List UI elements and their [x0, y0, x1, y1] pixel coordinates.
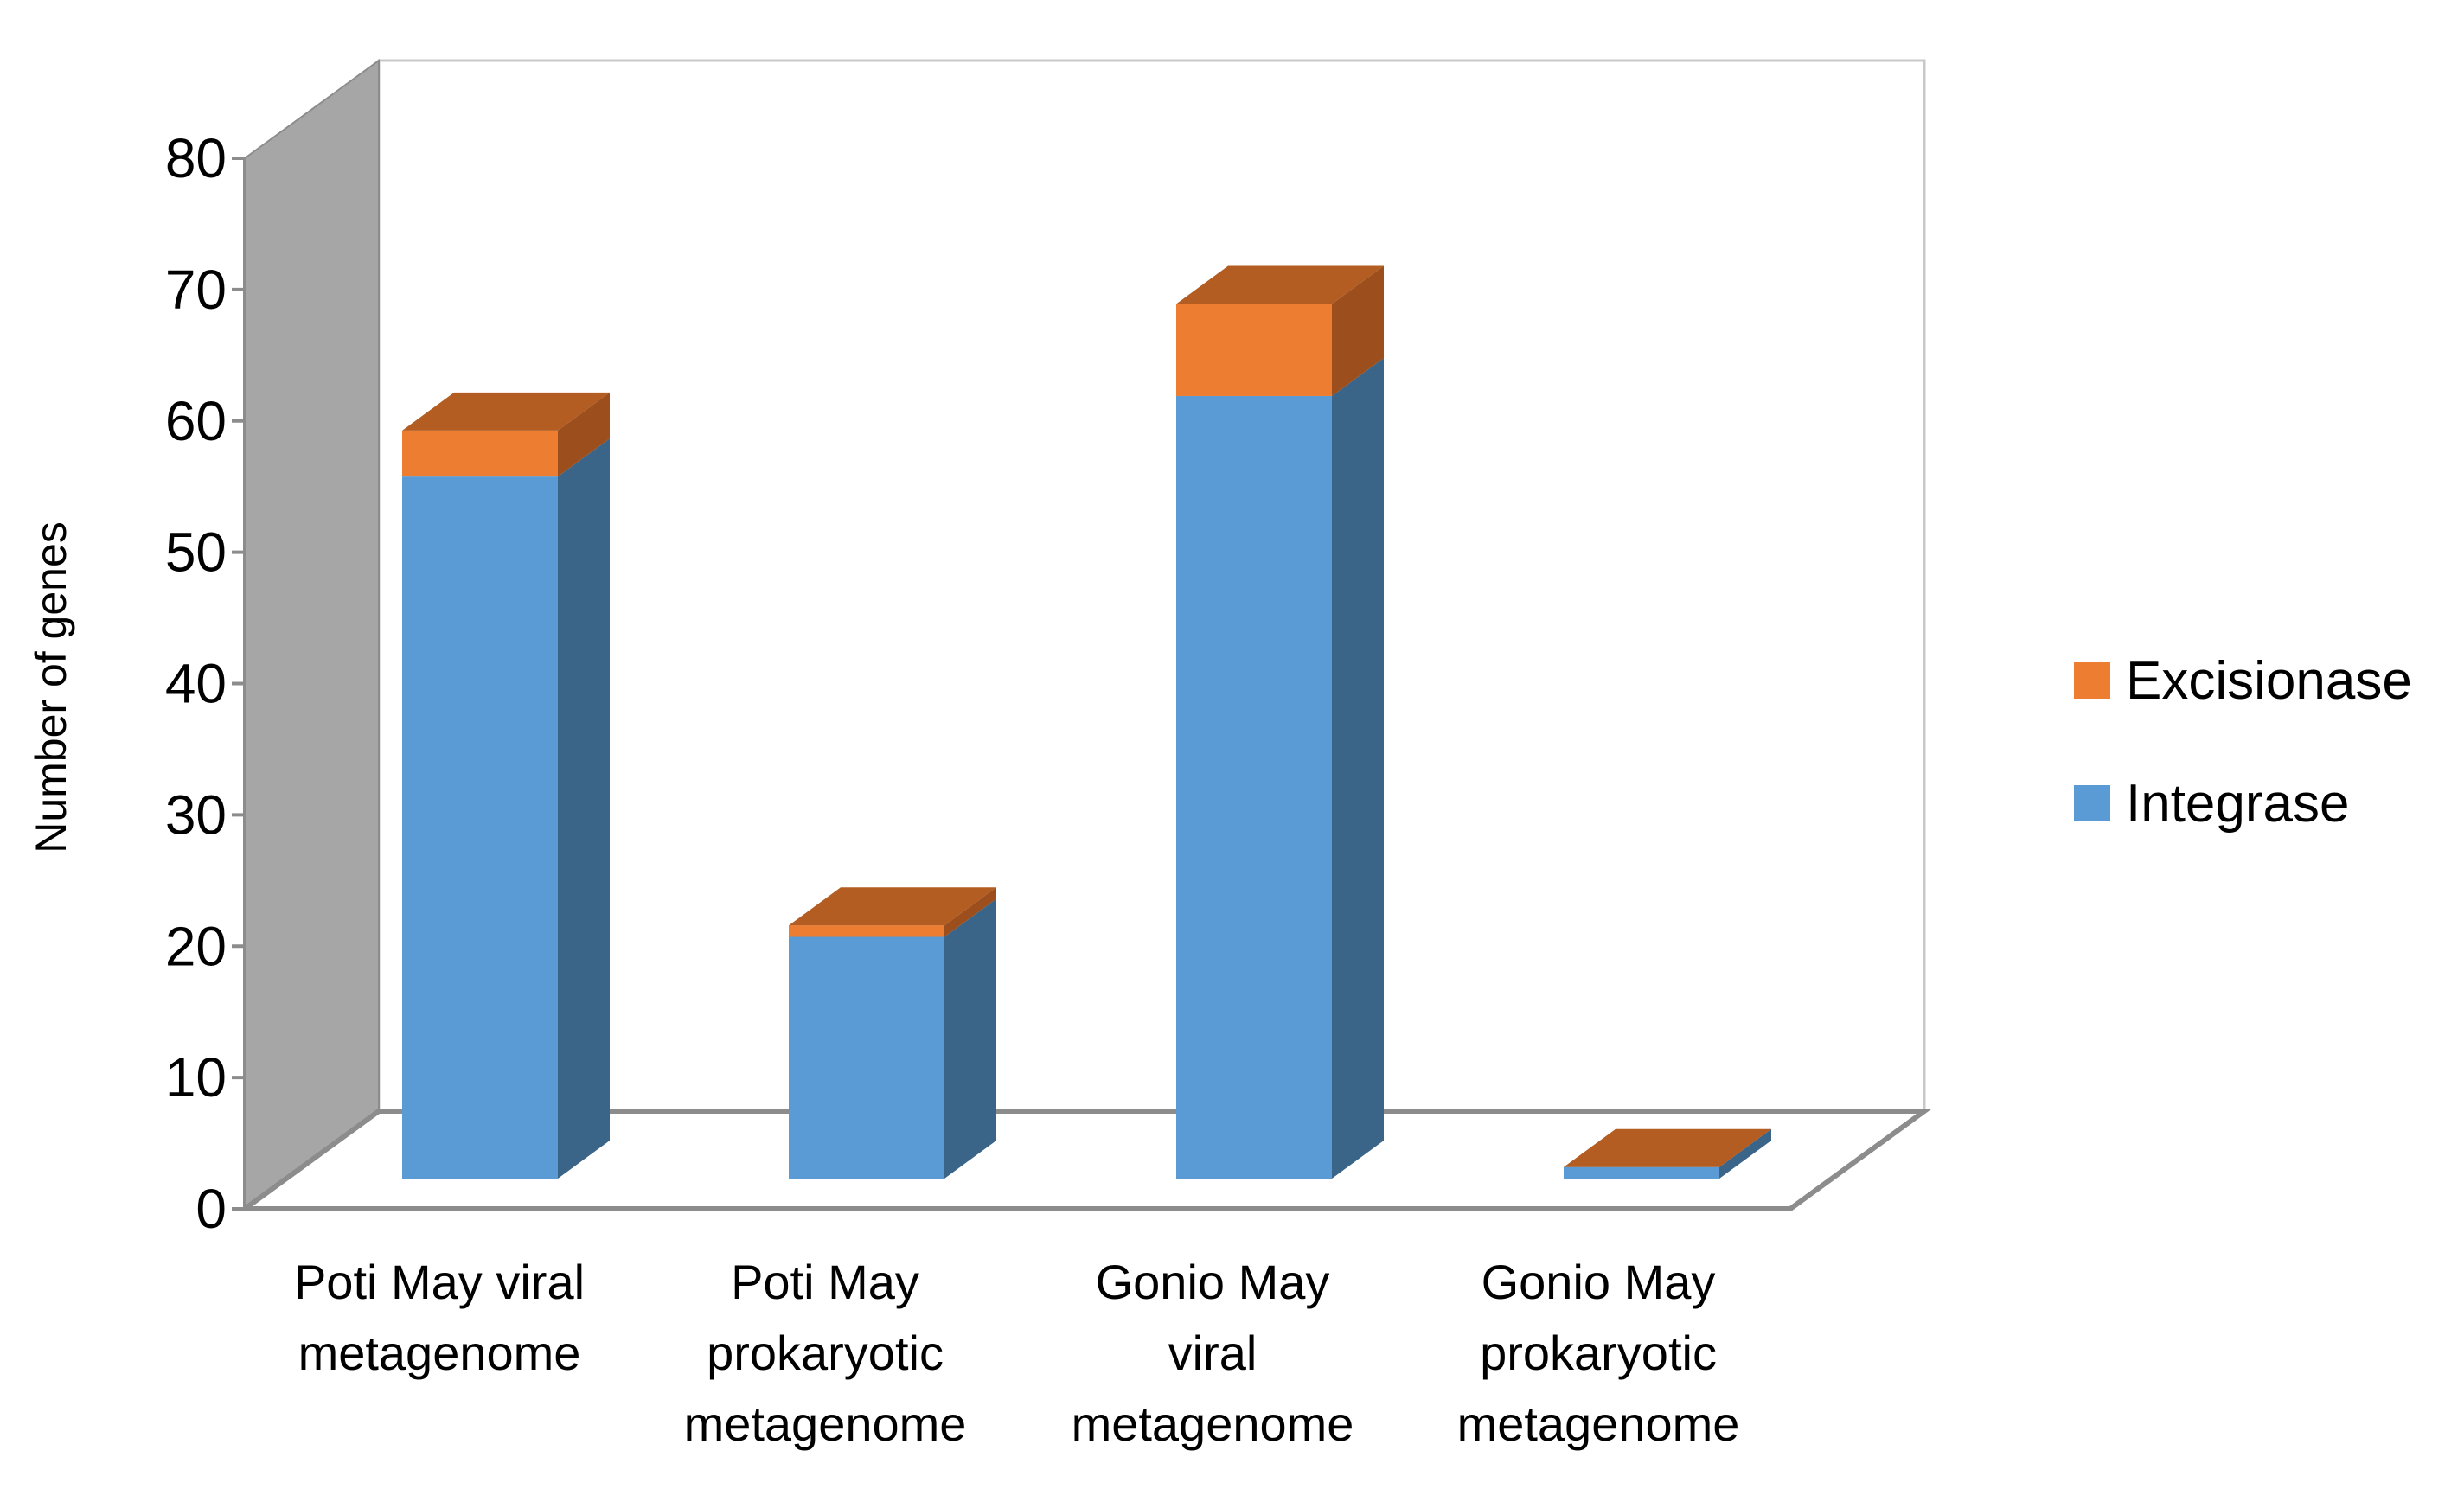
- bar-top: [1564, 1128, 1771, 1167]
- bars: [402, 265, 1771, 1179]
- legend-label: Integrase: [2126, 774, 2350, 834]
- bar-excisionase-side: [944, 887, 996, 937]
- y-tick-label: 60: [165, 390, 227, 452]
- legend: Excisionase Integrase: [2074, 651, 2412, 834]
- bar-excisionase: [789, 925, 944, 937]
- bar-excisionase: [402, 430, 558, 477]
- bar-stack: [1564, 1128, 1771, 1179]
- bar-excisionase: [1176, 304, 1332, 396]
- y-axis-title: Number of genes: [27, 521, 75, 853]
- legend-swatch: [2074, 785, 2110, 821]
- legend-label: Excisionase: [2126, 651, 2412, 711]
- bar-top: [789, 887, 996, 926]
- bar-excisionase-side: [1332, 265, 1384, 396]
- category-label: Poti May prokaryotic metagenome: [684, 1255, 967, 1451]
- bar-integrase-side: [558, 438, 610, 1179]
- category-labels: Poti May viral metagenome Poti May prokaryo…: [294, 1255, 1739, 1451]
- bar-integrase: [402, 476, 558, 1179]
- bar-stack: [1176, 265, 1384, 1179]
- chart-floor: [236, 1109, 1933, 1211]
- bar-excisionase-side: [558, 392, 610, 477]
- bar-integrase-side: [1332, 357, 1384, 1179]
- category-label: Gonio May viral metagenome: [1072, 1255, 1354, 1451]
- legend-swatch: [2074, 662, 2110, 699]
- bar-top: [402, 392, 610, 431]
- y-axis-ticks: 0 10 20 30 40 50 60 70 80: [165, 127, 245, 1240]
- y-tick-label: 50: [165, 521, 227, 584]
- bar-integrase-side: [1719, 1128, 1771, 1179]
- chart-back-wall: [377, 59, 1926, 1113]
- bar-integrase: [1564, 1166, 1719, 1179]
- bar-stack: [789, 887, 996, 1179]
- y-tick-label: 0: [195, 1178, 227, 1240]
- bar-top: [1176, 265, 1384, 304]
- y-tick-label: 30: [165, 783, 227, 846]
- y-tick-label: 40: [165, 653, 227, 715]
- bar-stack: [402, 392, 610, 1179]
- chart-side-wall: [244, 59, 380, 1211]
- bar-integrase-side: [944, 898, 996, 1179]
- y-tick-label: 70: [165, 259, 227, 321]
- y-tick-label: 80: [165, 127, 227, 189]
- y-tick-label: 10: [165, 1046, 227, 1109]
- category-label: Gonio May prokaryotic metagenome: [1457, 1255, 1740, 1451]
- bar-integrase: [1176, 395, 1332, 1179]
- category-label: Poti May viral metagenome: [294, 1255, 585, 1380]
- bar-integrase: [789, 936, 944, 1179]
- y-tick-label: 20: [165, 915, 227, 977]
